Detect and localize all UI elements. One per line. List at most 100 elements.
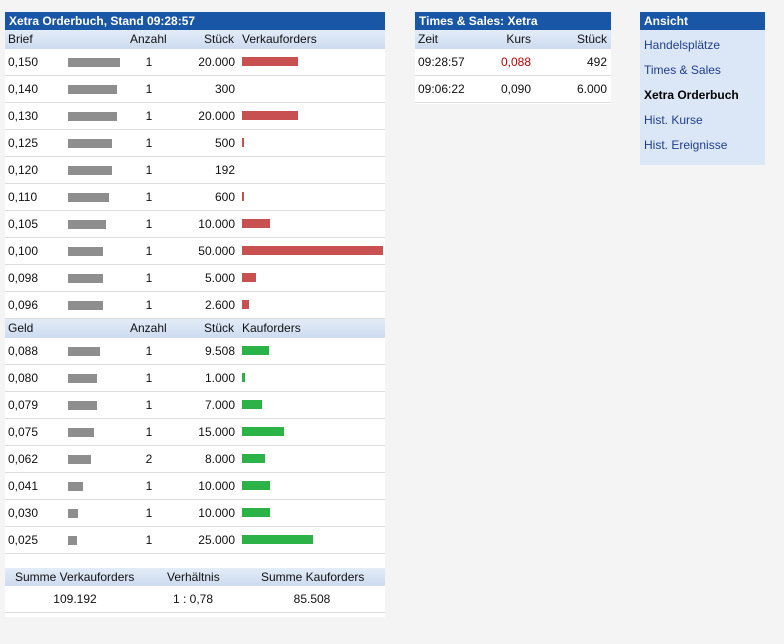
cumulative-bar bbox=[68, 220, 106, 229]
sell-column-header: Brief Anzahl Stück Verkauforders bbox=[5, 30, 385, 49]
orderbook-row: 0,130 1 20.000 bbox=[5, 103, 385, 130]
orderbook-row: 0,120 1 192 bbox=[5, 157, 385, 184]
buy-rows: 0,088 1 9.508 0,080 1 1.000 0,079 1 7.000 0,075 1 1… bbox=[5, 338, 385, 554]
view-nav-item[interactable]: Hist. Kurse bbox=[644, 113, 703, 127]
ts-qty-cell: 6.000 bbox=[576, 82, 607, 96]
count-cell: 1 bbox=[145, 136, 153, 150]
buy-orders-header: Kauforders bbox=[242, 321, 301, 335]
sell-orders-header: Verkauforders bbox=[242, 32, 317, 46]
order-bar bbox=[242, 535, 313, 544]
summary-header: Summe Verkauforders Verhältnis Summe Kau… bbox=[5, 568, 385, 586]
view-nav-item[interactable]: Times & Sales bbox=[644, 63, 721, 77]
cumulative-bar bbox=[68, 274, 103, 283]
price-cell: 0,030 bbox=[8, 506, 39, 520]
cumulative-bar bbox=[68, 247, 103, 256]
buy-qty-header: Stück bbox=[204, 321, 235, 335]
qty-cell: 8.000 bbox=[204, 452, 235, 466]
sell-count-header: Anzahl bbox=[130, 32, 167, 46]
count-cell: 1 bbox=[145, 344, 153, 358]
orderbook-panel: Xetra Orderbuch, Stand 09:28:57 Brief An… bbox=[5, 12, 385, 617]
price-cell: 0,062 bbox=[8, 452, 39, 466]
order-bar bbox=[242, 138, 244, 147]
price-cell: 0,041 bbox=[8, 479, 39, 493]
order-bar bbox=[242, 219, 270, 228]
ts-qty-cell: 492 bbox=[586, 55, 607, 69]
orderbook-row: 0,030 1 10.000 bbox=[5, 500, 385, 527]
cumulative-bar bbox=[68, 455, 91, 464]
count-cell: 1 bbox=[145, 425, 153, 439]
price-cell: 0,088 bbox=[8, 344, 39, 358]
orderbook-row: 0,041 1 10.000 bbox=[5, 473, 385, 500]
times-sales-rows: 09:28:57 0,088 492 09:06:22 0,090 6.000 bbox=[415, 49, 611, 103]
orderbook-row: 0,079 1 7.000 bbox=[5, 392, 385, 419]
summary-ratio-label: Verhältnis bbox=[167, 570, 220, 584]
ts-price-cell: 0,090 bbox=[500, 82, 531, 96]
price-cell: 0,098 bbox=[8, 271, 39, 285]
price-cell: 0,130 bbox=[8, 109, 39, 123]
order-bar bbox=[242, 192, 244, 201]
order-bar bbox=[242, 427, 284, 436]
summary-buy-value: 85.508 bbox=[293, 592, 331, 606]
qty-cell: 192 bbox=[214, 163, 235, 177]
count-cell: 1 bbox=[145, 479, 153, 493]
price-cell: 0,079 bbox=[8, 398, 39, 412]
buy-count-header: Anzahl bbox=[130, 321, 167, 335]
price-cell: 0,080 bbox=[8, 371, 39, 385]
view-nav-item[interactable]: Handelsplätze bbox=[644, 38, 721, 52]
qty-cell: 20.000 bbox=[198, 55, 235, 69]
orderbook-row: 0,125 1 500 bbox=[5, 130, 385, 157]
view-nav: Handelsplätze Times & Sales Xetra Orderbuc… bbox=[640, 30, 765, 158]
orderbook-row: 0,062 2 8.000 bbox=[5, 446, 385, 473]
order-bar bbox=[242, 273, 256, 282]
count-cell: 1 bbox=[145, 398, 153, 412]
orderbook-row: 0,098 1 5.000 bbox=[5, 265, 385, 292]
order-bar bbox=[242, 300, 249, 309]
cumulative-bar bbox=[68, 428, 94, 437]
view-nav-item: Xetra Orderbuch bbox=[644, 88, 739, 102]
ts-price-cell: 0,088 bbox=[500, 55, 531, 69]
cumulative-bar bbox=[68, 401, 97, 410]
price-cell: 0,075 bbox=[8, 425, 39, 439]
orderbook-row: 0,088 1 9.508 bbox=[5, 338, 385, 365]
cumulative-bar bbox=[68, 509, 78, 518]
order-bar bbox=[242, 481, 270, 490]
qty-cell: 15.000 bbox=[198, 425, 235, 439]
sell-qty-header: Stück bbox=[204, 32, 235, 46]
count-cell: 1 bbox=[145, 506, 153, 520]
orderbook-row: 0,080 1 1.000 bbox=[5, 365, 385, 392]
qty-cell: 5.000 bbox=[204, 271, 235, 285]
cumulative-bar bbox=[68, 536, 77, 545]
count-cell: 1 bbox=[145, 298, 153, 312]
orderbook-row: 0,140 1 300 bbox=[5, 76, 385, 103]
cumulative-bar bbox=[68, 166, 112, 175]
qty-cell: 1.000 bbox=[204, 371, 235, 385]
ts-time-cell: 09:06:22 bbox=[418, 82, 465, 96]
price-cell: 0,110 bbox=[8, 190, 38, 204]
summary-sell-label: Summe Verkauforders bbox=[15, 570, 135, 584]
order-bar bbox=[242, 111, 298, 120]
times-sales-panel: Times & Sales: Xetra Zeit Kurs Stück 09:… bbox=[415, 12, 611, 104]
order-bar bbox=[242, 246, 383, 255]
ts-time-cell: 09:28:57 bbox=[418, 55, 465, 69]
count-cell: 1 bbox=[145, 163, 153, 177]
times-sales-row: 09:06:22 0,090 6.000 bbox=[415, 76, 611, 103]
orderbook-row: 0,096 1 2.600 bbox=[5, 292, 385, 319]
times-sales-row: 09:28:57 0,088 492 bbox=[415, 49, 611, 76]
order-bar bbox=[242, 346, 269, 355]
count-cell: 1 bbox=[145, 533, 153, 547]
cumulative-bar bbox=[68, 139, 112, 148]
orderbook-row: 0,105 1 10.000 bbox=[5, 211, 385, 238]
ts-qty-header: Stück bbox=[576, 32, 607, 46]
qty-cell: 9.508 bbox=[204, 344, 235, 358]
cumulative-bar bbox=[68, 347, 100, 356]
count-cell: 1 bbox=[145, 190, 153, 204]
sell-price-header: Brief bbox=[8, 32, 33, 46]
order-bar bbox=[242, 57, 298, 66]
order-bar bbox=[242, 454, 265, 463]
view-nav-item[interactable]: Hist. Ereignisse bbox=[644, 138, 728, 152]
price-cell: 0,105 bbox=[8, 217, 39, 231]
count-cell: 1 bbox=[145, 55, 153, 69]
cumulative-bar bbox=[68, 112, 117, 121]
qty-cell: 10.000 bbox=[198, 217, 235, 231]
buy-price-header: Geld bbox=[8, 321, 34, 335]
